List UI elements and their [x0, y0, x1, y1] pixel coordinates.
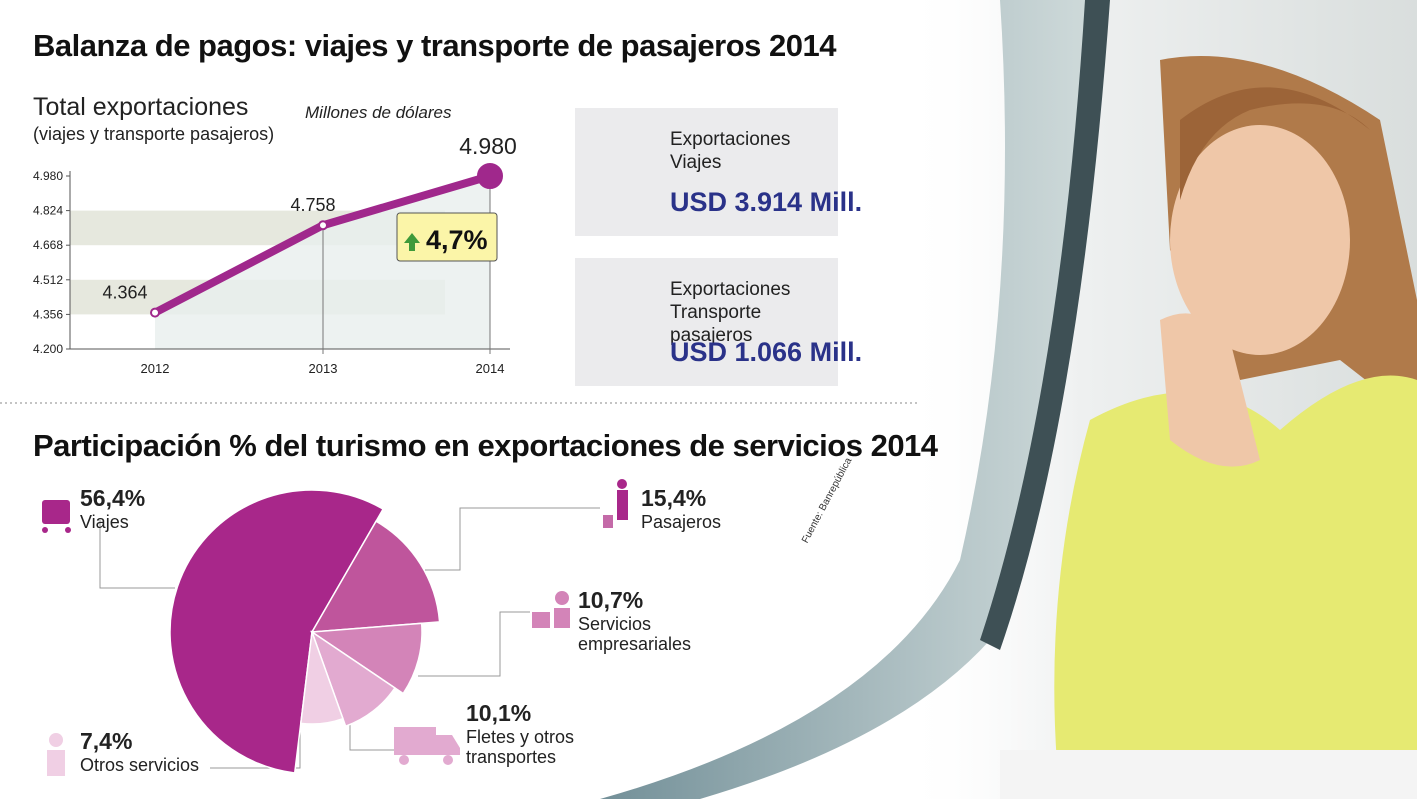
value-label: 4.980	[459, 133, 517, 159]
card-label: Exportaciones Transporte pasajeros	[670, 279, 791, 346]
pie-slice	[169, 489, 385, 774]
slice-name: Servicios empresariales	[578, 614, 692, 654]
chart-title: Total exportaciones	[33, 93, 249, 121]
pie-chart	[99, 489, 600, 774]
slice-label: 10,1% Fletes y otros transportes	[466, 700, 596, 767]
slice-value: 56,4%	[80, 485, 146, 511]
pie-slice	[310, 630, 396, 728]
annotation: 4,7%	[426, 225, 488, 255]
leader-line	[210, 720, 301, 769]
leader-line	[425, 507, 600, 571]
card-label: Exportaciones Viajes	[670, 129, 791, 173]
x-tick-label: 2012	[141, 361, 170, 376]
slice-label: 7,4% Otros servicios	[80, 728, 230, 775]
chart-title: Participación % del turismo en exportaci…	[33, 428, 938, 463]
y-tick-label: 4.824	[33, 204, 63, 218]
leader-line	[418, 611, 530, 677]
card-value: USD 1.066 Mill.	[670, 337, 863, 367]
point	[150, 307, 160, 318]
slice-name: Viajes	[80, 512, 129, 532]
point	[318, 220, 328, 231]
value-label: 4.364	[102, 283, 147, 303]
card-value: USD 3.914 Mill.	[670, 187, 863, 217]
slice-value: 15,4%	[641, 485, 707, 511]
x-tick-label: 2013	[309, 361, 338, 376]
slice-value: 7,4%	[80, 728, 133, 754]
pie-slice	[309, 622, 423, 695]
slice-label: 56,4% Viajes	[80, 485, 210, 532]
annotation-arrow	[404, 233, 420, 251]
x-tick-label: 2014	[476, 361, 505, 376]
slice-name: Otros servicios	[80, 755, 200, 775]
line-chart: 4.200 4.356 4.512 4.668 4.824 4.980 2012 2013 20…	[33, 133, 517, 376]
slice-name: Pasajeros	[641, 512, 722, 532]
info-card: Exportaciones Transporte pasajeros USD 1.…	[575, 258, 862, 386]
y-tick-label: 4.512	[33, 273, 63, 287]
slice-value: 10,7%	[578, 587, 644, 613]
slice-label: 10,7% Servicios empresariales	[578, 587, 708, 654]
chart-subtitle: (viajes y transporte pasajeros)	[33, 124, 275, 144]
annotation-box	[396, 212, 498, 262]
info-card: Exportaciones Viajes USD 3.914 Mill.	[575, 108, 862, 236]
y-tick-label: 4.200	[33, 342, 63, 356]
y-tick-label: 4.668	[33, 238, 63, 252]
leader-line	[349, 720, 395, 751]
page-title: Balanza de pagos: viajes y transporte de…	[33, 28, 836, 63]
y-tick-label: 4.356	[33, 307, 63, 321]
photo	[600, 0, 1417, 799]
leader-line	[99, 520, 175, 589]
value-label: 4.758	[290, 195, 335, 215]
point	[477, 163, 503, 189]
y-tick-label: 4.980	[33, 169, 63, 183]
pie-slice	[299, 631, 344, 725]
unit-label: Millones de dólares	[305, 103, 452, 122]
slice-name: Fletes y otros transportes	[466, 727, 575, 767]
pie-slice	[310, 520, 441, 633]
slice-label: 15,4% Pasajeros	[641, 485, 771, 532]
slice-value: 10,1%	[466, 700, 532, 726]
